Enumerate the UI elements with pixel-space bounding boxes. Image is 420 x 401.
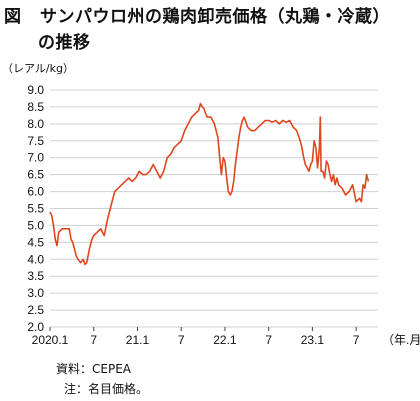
y-tick-label: 7.5 <box>27 134 44 148</box>
chart-title-line-2: の推移 <box>38 33 91 53</box>
x-tick-label: 7 <box>178 333 185 347</box>
footnote: 注：名目価格。 <box>64 382 149 396</box>
figure-label: 図 <box>4 7 22 27</box>
y-tick-label: 6.5 <box>27 168 44 182</box>
source-note: 資料：CEPEA <box>56 362 131 376</box>
y-tick-label: 2.5 <box>27 303 44 317</box>
y-tick-label: 8.5 <box>27 100 44 114</box>
x-tick-label: 2020.1 <box>32 333 69 347</box>
y-tick-label: 3.0 <box>27 286 44 300</box>
y-tick-label: 2.0 <box>27 320 44 334</box>
x-tick-label: 7 <box>265 333 272 347</box>
y-tick-label: 7.0 <box>27 151 44 165</box>
y-tick-label: 5.5 <box>27 202 44 216</box>
series-lines <box>49 102 370 266</box>
title-line-1: サンパウロ州の鶏肉卸売価格（丸鶏・冷蔵） <box>40 7 390 27</box>
x-tick-label: 22.1 <box>213 333 237 347</box>
series-line-price <box>49 102 370 266</box>
y-tick-label: 8.0 <box>27 117 44 131</box>
x-tick-label: 23.1 <box>301 333 325 347</box>
x-tick-label: 21.1 <box>126 333 150 347</box>
y-tick-label: 4.5 <box>27 235 44 249</box>
x-tick-label: 7 <box>353 333 360 347</box>
y-tick-label: 3.5 <box>27 269 44 283</box>
y-axis-ticks: 9.0 8.5 8.0 7.5 7.0 6.5 6.0 5.5 5.0 4.5 4.0 3.5 3.0 2… <box>27 83 44 334</box>
x-axis-unit-label: （年.月） <box>382 333 420 347</box>
y-tick-label: 9.0 <box>27 83 44 97</box>
y-tick-label: 6.0 <box>27 185 44 199</box>
y-tick-label: 5.0 <box>27 218 44 232</box>
y-tick-label: 4.0 <box>27 252 44 266</box>
x-tick-label: 7 <box>90 333 97 347</box>
chart-title: 図サンパウロ州の鶏肉卸売価格（丸鶏・冷蔵） <box>4 2 390 27</box>
x-axis-ticks: 2020.1 7 21.1 7 22.1 7 23.1 7 <box>32 327 360 347</box>
y-axis-unit-label: （レアル/kg） <box>2 62 74 75</box>
grid-lines <box>50 89 378 328</box>
